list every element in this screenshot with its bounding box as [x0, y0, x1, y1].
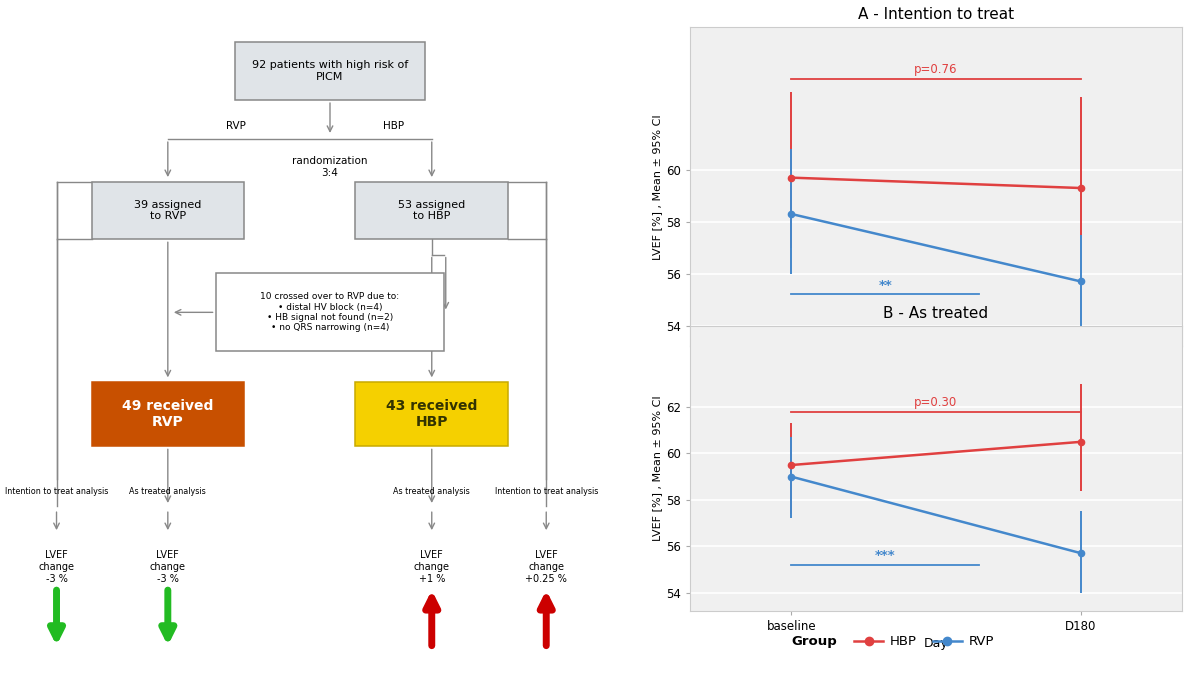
FancyBboxPatch shape	[355, 382, 508, 447]
Text: 10 crossed over to RVP due to:
• distal HV block (n=4)
• HB signal not found (n=: 10 crossed over to RVP due to: • distal …	[260, 292, 400, 333]
Text: LVEF
change
+0.25 %: LVEF change +0.25 %	[526, 551, 568, 583]
Text: As treated analysis: As treated analysis	[130, 487, 206, 496]
Y-axis label: LVEF [%] , Mean ± 95% CI: LVEF [%] , Mean ± 95% CI	[652, 396, 662, 541]
X-axis label: Day: Day	[924, 638, 948, 650]
Text: LVEF
change
+1 %: LVEF change +1 %	[414, 551, 450, 583]
Legend: HBP, RVP: HBP, RVP	[850, 630, 1000, 653]
Text: ***: ***	[875, 549, 895, 562]
Text: Intention to treat analysis: Intention to treat analysis	[494, 487, 598, 496]
Text: 49 received
RVP: 49 received RVP	[122, 399, 214, 429]
Text: 53 assigned
to HBP: 53 assigned to HBP	[398, 200, 466, 221]
FancyBboxPatch shape	[91, 382, 244, 447]
X-axis label: Day: Day	[924, 373, 948, 386]
Text: LVEF
change
-3 %: LVEF change -3 %	[38, 551, 74, 583]
Text: Group: Group	[792, 635, 838, 648]
FancyBboxPatch shape	[355, 182, 508, 240]
FancyBboxPatch shape	[216, 273, 444, 352]
Text: 92 patients with high risk of
PICM: 92 patients with high risk of PICM	[252, 60, 408, 82]
Text: 43 received
HBP: 43 received HBP	[386, 399, 478, 429]
Title: B - As treated: B - As treated	[883, 306, 989, 320]
Text: randomization
3:4: randomization 3:4	[293, 156, 367, 178]
Text: As treated analysis: As treated analysis	[394, 487, 470, 496]
Text: p=0.76: p=0.76	[914, 63, 958, 77]
Text: **: **	[878, 279, 893, 292]
Text: p=0.30: p=0.30	[914, 397, 958, 409]
Text: Intention to treat analysis: Intention to treat analysis	[5, 487, 108, 496]
Text: HBP: HBP	[383, 121, 404, 131]
Title: A - Intention to treat: A - Intention to treat	[858, 7, 1014, 22]
FancyBboxPatch shape	[91, 182, 244, 240]
Text: LVEF
change
-3 %: LVEF change -3 %	[150, 551, 186, 583]
Y-axis label: LVEF [%] , Mean ± 95% CI: LVEF [%] , Mean ± 95% CI	[652, 114, 662, 259]
Text: 39 assigned
to RVP: 39 assigned to RVP	[134, 200, 202, 221]
Text: RVP: RVP	[227, 121, 246, 131]
FancyBboxPatch shape	[235, 42, 425, 100]
